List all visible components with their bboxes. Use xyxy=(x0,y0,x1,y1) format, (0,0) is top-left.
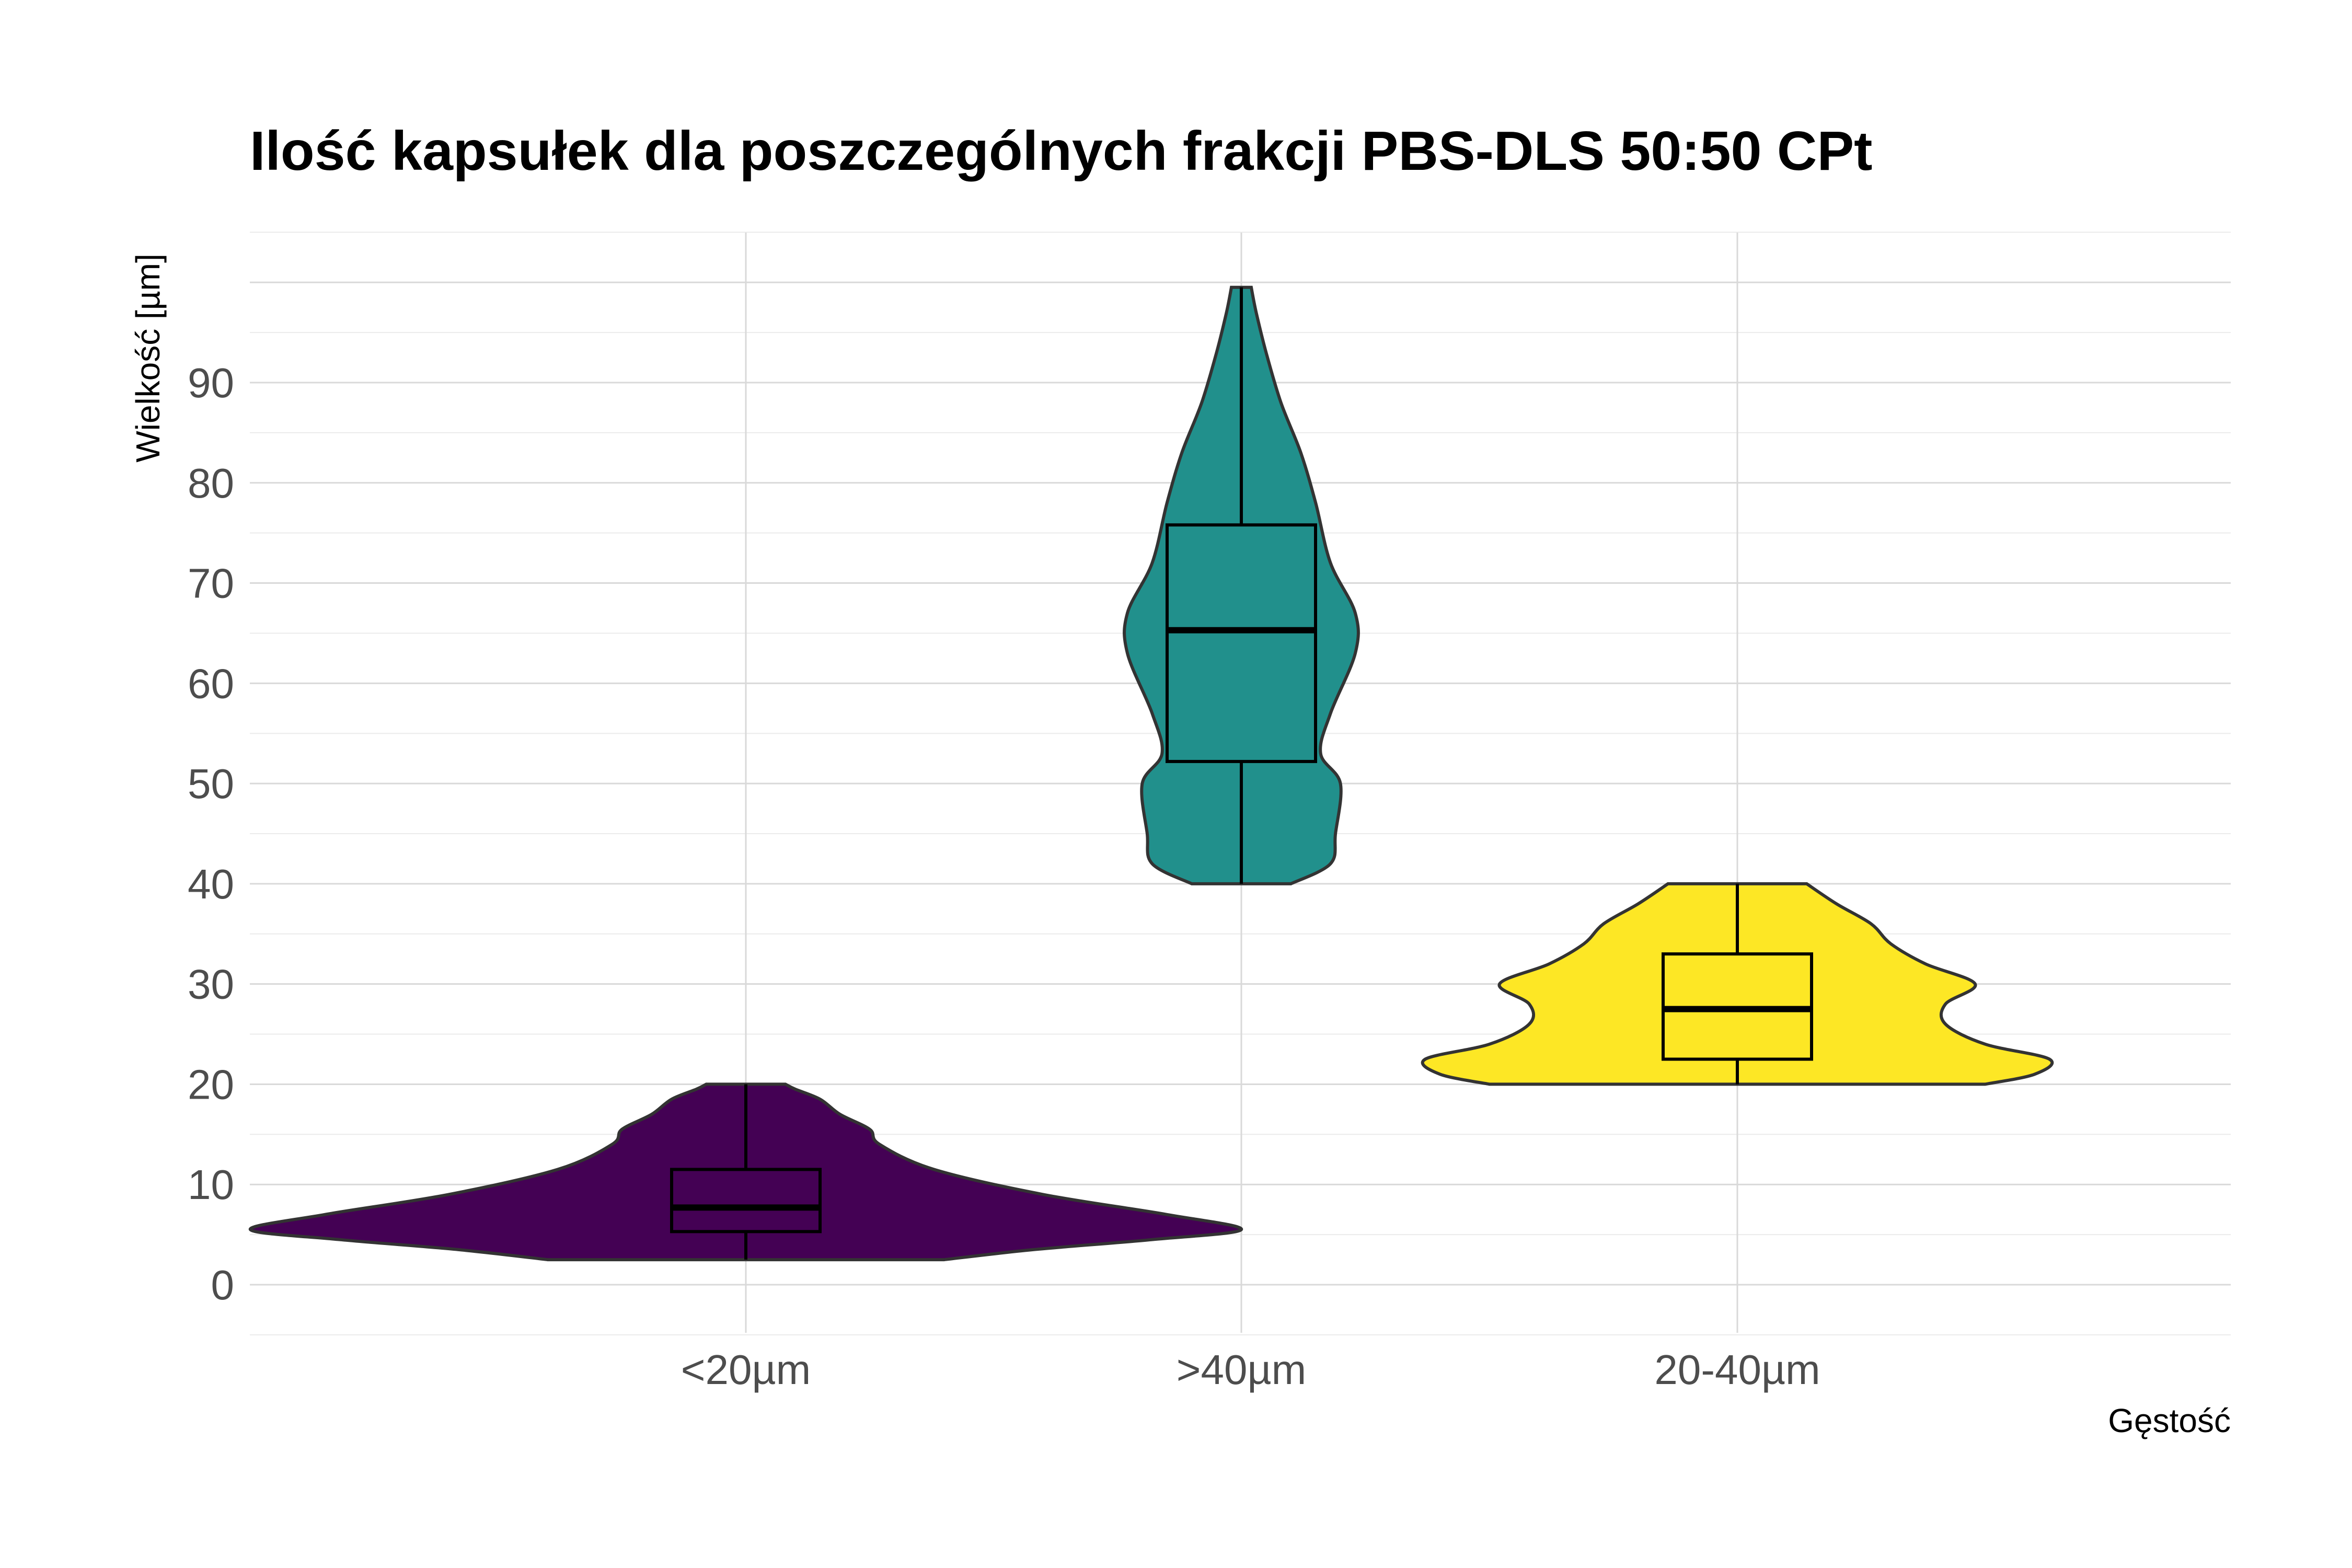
box-1 xyxy=(1166,523,1317,763)
y-tick-label-50: 50 xyxy=(188,760,234,807)
y-axis-title: Wielkość [µm] xyxy=(129,253,167,463)
x-tick-label-0: <20µm xyxy=(681,1346,811,1393)
chart-title: Ilość kapsułek dla poszczególnych frakcj… xyxy=(250,120,1873,182)
y-tick-label-20: 20 xyxy=(188,1061,234,1108)
violin-1 xyxy=(1123,285,1360,885)
y-tick-label-90: 90 xyxy=(188,360,234,406)
box-0 xyxy=(670,1168,822,1233)
x-axis-title: Gęstość xyxy=(2108,1402,2231,1439)
y-tick-label-10: 10 xyxy=(188,1161,234,1208)
y-tick-label-30: 30 xyxy=(188,961,234,1008)
x-axis-ticks: <20µm >40µm 20-40µm xyxy=(681,1346,1820,1393)
x-tick-label-2: 20-40µm xyxy=(1654,1346,1820,1393)
violin-2 xyxy=(1421,882,2054,1086)
y-tick-label-70: 70 xyxy=(188,560,234,607)
y-tick-label-40: 40 xyxy=(188,861,234,907)
y-tick-label-80: 80 xyxy=(188,460,234,506)
violins xyxy=(248,285,2054,1262)
y-tick-label-0: 0 xyxy=(211,1262,235,1308)
y-tick-label-60: 60 xyxy=(188,660,234,707)
boxplots xyxy=(670,287,1813,1260)
y-axis-ticks: 0 10 20 30 40 50 60 70 80 90 xyxy=(188,360,234,1308)
x-tick-label-1: >40µm xyxy=(1177,1346,1306,1393)
violin-0 xyxy=(248,1082,1243,1262)
